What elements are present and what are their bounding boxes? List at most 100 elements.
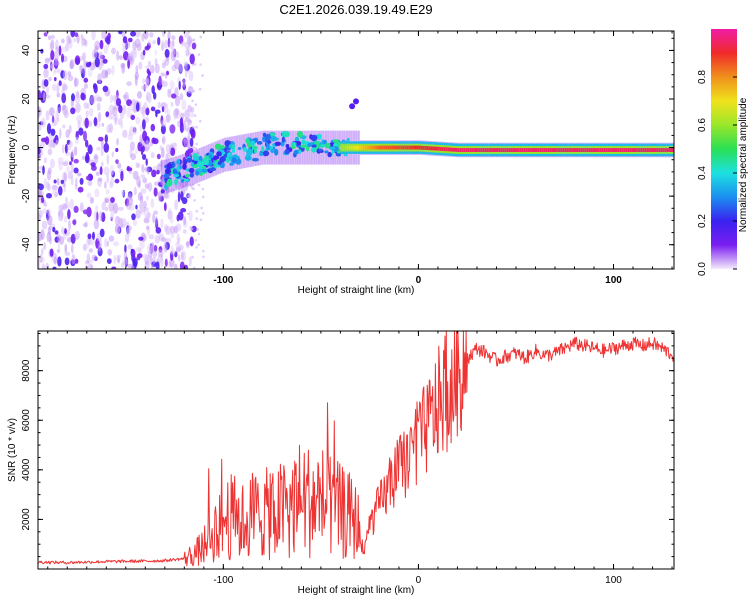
noise-speck bbox=[130, 248, 134, 254]
trace-blob bbox=[182, 163, 187, 170]
noise-speck bbox=[198, 87, 202, 91]
noise-speck bbox=[156, 153, 161, 160]
noise-speck bbox=[94, 188, 100, 198]
trace-core bbox=[428, 146, 431, 151]
noise-speck bbox=[60, 226, 65, 233]
trace-core bbox=[475, 148, 477, 152]
noise-speck bbox=[58, 186, 63, 196]
noise-speck bbox=[127, 196, 134, 206]
noise-speck bbox=[99, 228, 105, 238]
trace-core bbox=[471, 148, 474, 152]
noise-speck bbox=[164, 48, 170, 58]
noise-speck bbox=[174, 142, 177, 152]
noise-speck bbox=[64, 228, 67, 235]
noise-speck bbox=[68, 219, 71, 231]
trace-core bbox=[465, 148, 468, 152]
snr-frame bbox=[37, 330, 675, 570]
noise-speck bbox=[62, 124, 66, 129]
noise-speck bbox=[195, 217, 199, 220]
noise-speck bbox=[191, 183, 195, 187]
trace-core bbox=[385, 145, 388, 150]
snr-y-axis: 2000 4000 6000 8000 bbox=[21, 332, 674, 570]
noise-speck bbox=[144, 65, 150, 70]
trace-core bbox=[377, 145, 380, 150]
trace-core bbox=[535, 148, 538, 152]
noise-speck bbox=[99, 210, 103, 222]
trace-core bbox=[654, 148, 657, 152]
trace-core bbox=[490, 148, 493, 152]
noise-speck bbox=[116, 50, 120, 61]
trace-core bbox=[644, 148, 647, 152]
noise-speck bbox=[61, 93, 67, 104]
noise-speck bbox=[196, 228, 199, 231]
trace-blob bbox=[274, 148, 279, 156]
noise-speck bbox=[136, 162, 141, 168]
noise-speck bbox=[122, 104, 127, 115]
trace-core bbox=[572, 148, 575, 152]
noise-speck bbox=[143, 211, 147, 217]
trace-blob bbox=[253, 148, 257, 154]
spectrogram-x-label: Height of straight line (km) bbox=[298, 285, 415, 296]
noise-speck bbox=[63, 110, 69, 119]
trace-blob bbox=[245, 153, 249, 158]
noise-speck bbox=[169, 217, 174, 224]
noise-speck bbox=[75, 102, 81, 113]
noise-speck bbox=[151, 85, 155, 95]
noise-speck bbox=[193, 114, 197, 117]
noise-speck bbox=[38, 232, 41, 243]
trace-core bbox=[422, 145, 425, 150]
noise-speck bbox=[43, 157, 48, 164]
trace-core bbox=[443, 147, 446, 152]
noise-speck bbox=[77, 186, 84, 193]
trace-blob bbox=[216, 151, 222, 157]
noise-speck bbox=[145, 158, 148, 166]
noise-speck bbox=[135, 204, 138, 210]
noise-speck bbox=[155, 261, 160, 269]
noise-speck bbox=[179, 261, 185, 269]
noise-speck bbox=[157, 191, 163, 198]
trace-core bbox=[439, 147, 442, 151]
colorbar-tick-label: 0.4 bbox=[697, 166, 708, 180]
noise-speck bbox=[152, 256, 156, 265]
trace-core bbox=[592, 148, 595, 152]
trace-blob bbox=[219, 156, 226, 163]
trace-core bbox=[594, 148, 596, 152]
noise-speck bbox=[79, 177, 84, 185]
trace-core bbox=[531, 148, 534, 152]
colorbar-gradient bbox=[711, 29, 737, 269]
noise-speck bbox=[169, 225, 175, 234]
noise-speck bbox=[118, 55, 123, 60]
noise-speck bbox=[73, 146, 78, 157]
trace-blob bbox=[173, 173, 180, 178]
noise-speck bbox=[71, 174, 74, 186]
trace-core bbox=[555, 148, 557, 152]
noise-speck bbox=[163, 242, 168, 253]
trace-blob bbox=[270, 148, 275, 153]
noise-speck bbox=[129, 141, 135, 152]
noise-speck bbox=[142, 145, 145, 152]
noise-speck bbox=[80, 92, 85, 101]
noise-speck bbox=[151, 169, 157, 178]
noise-speck bbox=[40, 229, 45, 241]
trace-blob bbox=[262, 132, 267, 137]
noise-speck bbox=[147, 60, 152, 67]
trace-blob bbox=[262, 136, 266, 142]
noise-speck bbox=[69, 161, 72, 166]
noise-speck bbox=[127, 58, 130, 69]
noise-speck bbox=[55, 46, 60, 52]
noise-speck bbox=[201, 74, 204, 77]
noise-speck bbox=[132, 41, 137, 51]
noise-speck bbox=[52, 266, 57, 269]
noise-speck bbox=[53, 179, 57, 184]
noise-speck bbox=[182, 79, 186, 88]
noise-speck bbox=[150, 123, 156, 132]
x-tick-label: 100 bbox=[605, 275, 622, 286]
noise-speck bbox=[191, 255, 194, 259]
trace-core bbox=[482, 148, 485, 152]
noise-speck bbox=[138, 61, 143, 70]
noise-speck bbox=[64, 243, 67, 254]
trace-core bbox=[596, 148, 598, 152]
trace-core bbox=[342, 145, 345, 150]
noise-speck bbox=[195, 125, 198, 129]
noise-speck bbox=[67, 71, 72, 77]
